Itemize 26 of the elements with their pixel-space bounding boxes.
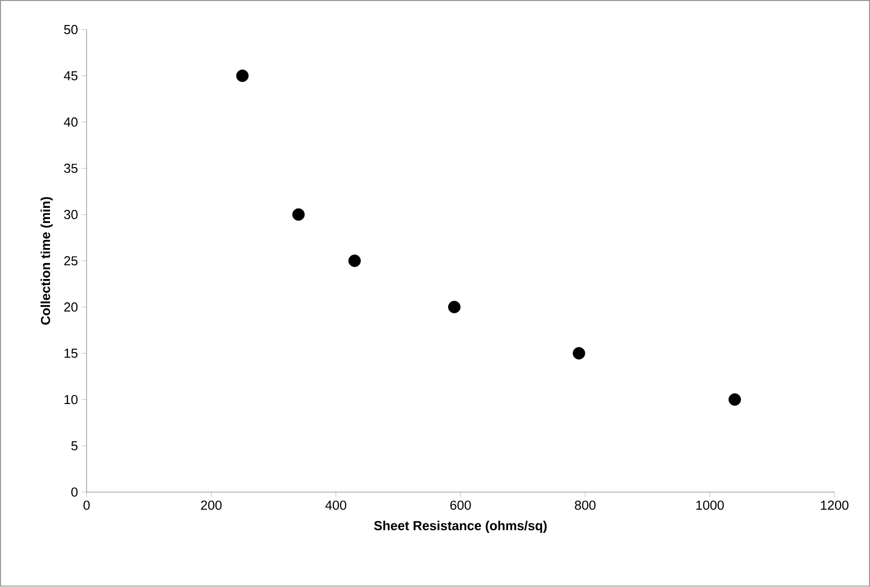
x-axis-title: Sheet Resistance (ohms/sq) — [374, 520, 547, 533]
point — [572, 347, 586, 360]
y-tick-label: 25 — [64, 256, 78, 266]
y-axis-title: Collection time (min) — [40, 197, 53, 325]
x-tick-label: 0 — [83, 500, 90, 510]
x-tick-label: 200 — [201, 500, 222, 510]
y-tick-label: 30 — [64, 210, 78, 220]
x-tick-label: 400 — [325, 500, 346, 510]
y-tick-label: 20 — [64, 302, 78, 312]
y-tick-label: 10 — [64, 395, 78, 404]
y-tick-label: 50 — [64, 25, 78, 34]
y-tick-label: 35 — [64, 164, 78, 174]
point — [292, 208, 305, 221]
point — [728, 394, 741, 406]
x-tick-label: 1200 — [820, 500, 848, 510]
x-tick-label: 600 — [450, 500, 471, 510]
y-tick-label: 5 — [71, 441, 78, 451]
x-tick-label: 800 — [574, 500, 596, 510]
y-tick-label: 0 — [71, 488, 78, 497]
point — [448, 301, 461, 314]
y-tick-label: 15 — [64, 348, 78, 358]
x-tick-label: 1000 — [696, 500, 724, 510]
point — [348, 254, 361, 268]
y-tick-label: 40 — [64, 118, 78, 127]
y-tick-label: 45 — [64, 71, 78, 80]
point — [236, 70, 249, 82]
